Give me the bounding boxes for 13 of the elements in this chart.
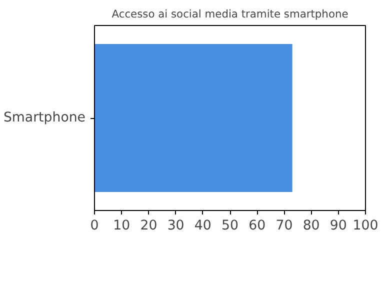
chart-title: Accesso ai social media tramite smartphone [112,8,348,20]
x-tick-label: 50 [222,218,238,234]
x-tick-label: 40 [194,218,212,234]
x-tick-label: 70 [276,218,293,234]
x-tick-label: 0 [90,218,99,234]
x-tick-label: 60 [248,218,266,234]
x-tick-label: 80 [302,218,320,234]
x-tick-label: 10 [113,218,130,234]
x-tick-label: 90 [330,218,347,234]
x-tick-label: 20 [140,218,158,234]
x-tick-label: 30 [167,218,184,234]
x-tick-label: 100 [352,218,378,234]
y-tick-label: Smartphone [3,110,86,126]
